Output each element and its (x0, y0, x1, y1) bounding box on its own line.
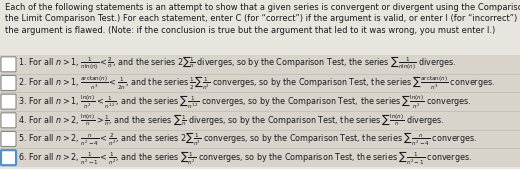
Bar (0, 55, 520, 167)
Text: 4. For all $n>2$, $\frac{\ln(n)}{n}>\frac{1}{n}$, and the series $\sum\frac{1}{n: 4. For all $n>2$, $\frac{\ln(n)}{n}>\fra… (18, 113, 444, 128)
FancyBboxPatch shape (1, 150, 16, 165)
Text: Each of the following statements is an attempt to show that a given series is co: Each of the following statements is an a… (5, 3, 520, 35)
Text: 6. For all $n>2$, $\frac{1}{n^2-1}<\frac{1}{n^2}$, and the series $\sum\frac{1}{: 6. For all $n>2$, $\frac{1}{n^2-1}<\frac… (18, 149, 472, 167)
FancyBboxPatch shape (1, 113, 16, 128)
Text: 1. For all $n>1$, $\frac{1}{n\ln(n)}<\frac{2}{n}$, and the series $2\sum\frac{1}: 1. For all $n>1$, $\frac{1}{n\ln(n)}<\fr… (18, 55, 457, 74)
FancyBboxPatch shape (1, 94, 16, 109)
FancyBboxPatch shape (1, 131, 16, 147)
Text: 5. For all $n>2$, $\frac{n}{n^2-4}<\frac{2}{n^2}$, and the series $2\sum\frac{1}: 5. For all $n>2$, $\frac{n}{n^2-4}<\frac… (18, 130, 477, 148)
FancyBboxPatch shape (1, 76, 16, 91)
Text: 2. For all $n>1$, $\frac{\arctan(n)}{n^3}<\frac{1}{2n}$, and the series $\frac{1: 2. For all $n>1$, $\frac{\arctan(n)}{n^3… (18, 74, 495, 92)
Text: 3. For all $n>1$, $\frac{\ln(n)}{n^2}<\frac{1}{n^{1.2}}$, and the series $\sum\f: 3. For all $n>1$, $\frac{\ln(n)}{n^2}<\f… (18, 93, 471, 111)
FancyBboxPatch shape (1, 57, 16, 72)
